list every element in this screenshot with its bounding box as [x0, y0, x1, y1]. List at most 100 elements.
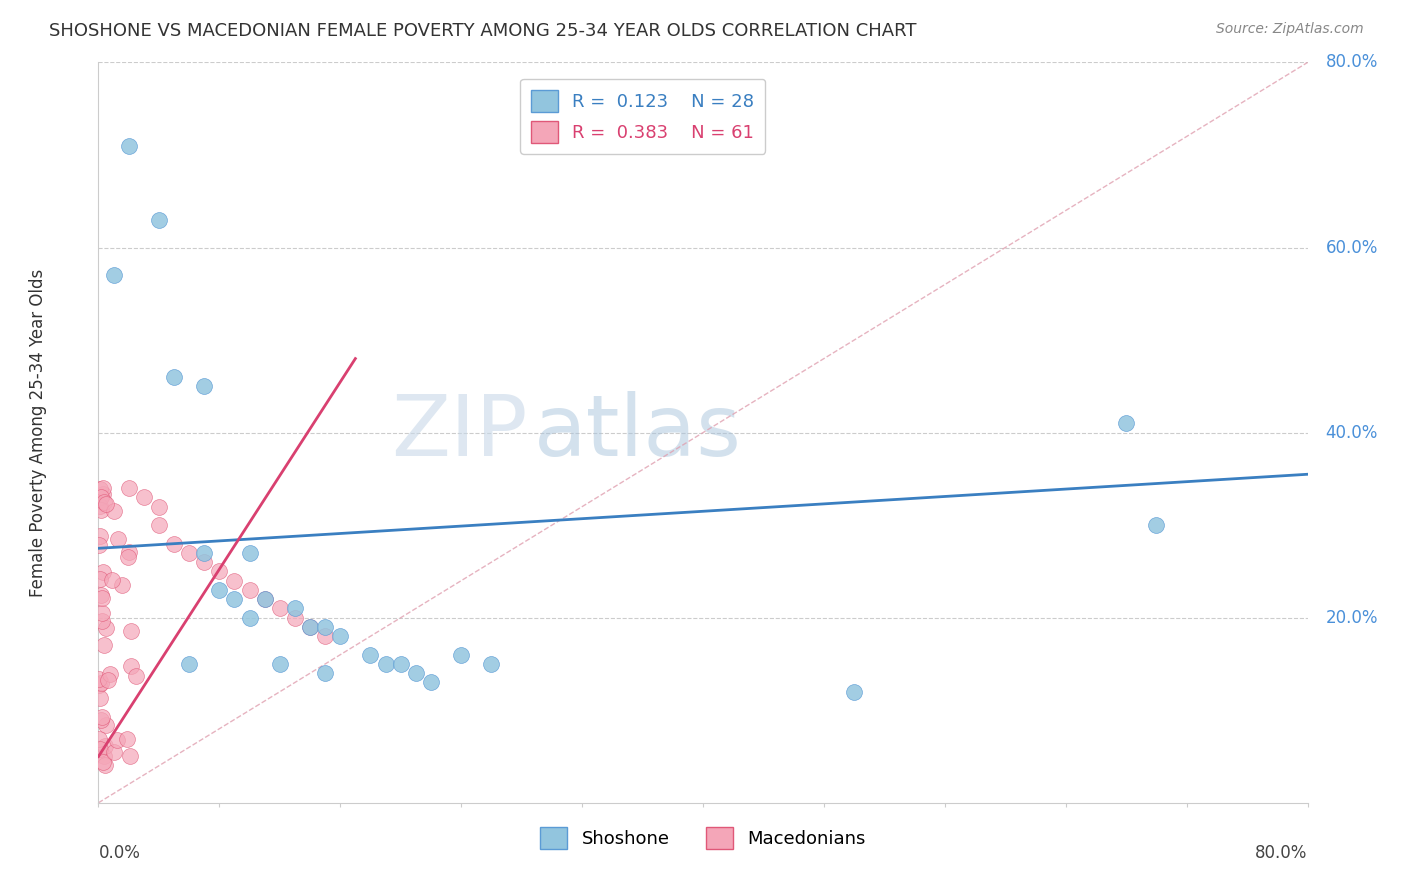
- Text: 60.0%: 60.0%: [1326, 238, 1378, 257]
- Point: [253, 592, 276, 607]
- Point: [193, 546, 215, 560]
- Point: [208, 582, 231, 597]
- Point: [117, 731, 139, 746]
- Point: [111, 577, 134, 591]
- Point: [89, 539, 111, 553]
- Point: [89, 482, 111, 496]
- Text: atlas: atlas: [534, 391, 742, 475]
- Point: [90, 714, 112, 728]
- Point: [374, 657, 396, 671]
- Point: [1115, 417, 1137, 431]
- Point: [389, 657, 412, 671]
- Point: [284, 601, 307, 615]
- Point: [89, 572, 111, 586]
- Point: [91, 755, 114, 769]
- Point: [299, 620, 322, 634]
- Point: [193, 555, 215, 569]
- Point: [94, 717, 117, 731]
- Point: [120, 748, 142, 763]
- Point: [208, 565, 231, 579]
- Point: [120, 658, 142, 673]
- Point: [118, 481, 141, 495]
- Point: [163, 370, 186, 384]
- Point: [125, 669, 148, 683]
- Point: [103, 268, 125, 283]
- Text: Female Poverty Among 25-34 Year Olds: Female Poverty Among 25-34 Year Olds: [30, 268, 46, 597]
- Point: [405, 666, 427, 681]
- Point: [91, 614, 114, 628]
- Text: 40.0%: 40.0%: [1326, 424, 1378, 442]
- Point: [105, 732, 128, 747]
- Point: [94, 621, 117, 635]
- Point: [90, 675, 112, 690]
- Point: [450, 648, 472, 662]
- Point: [360, 648, 382, 662]
- Point: [132, 491, 155, 505]
- Point: [163, 536, 186, 550]
- Point: [224, 574, 246, 588]
- Text: 80.0%: 80.0%: [1326, 54, 1378, 71]
- Point: [224, 592, 246, 607]
- Point: [420, 675, 443, 690]
- Point: [93, 757, 115, 772]
- Point: [89, 528, 111, 542]
- Point: [94, 739, 117, 753]
- Point: [179, 546, 201, 560]
- Point: [120, 624, 142, 638]
- Point: [148, 500, 170, 514]
- Point: [87, 678, 110, 692]
- Point: [239, 546, 262, 560]
- Point: [98, 667, 121, 681]
- Point: [91, 481, 114, 495]
- Point: [239, 582, 262, 597]
- Point: [90, 503, 112, 517]
- Point: [844, 685, 866, 699]
- Text: ZIP: ZIP: [391, 391, 527, 475]
- Point: [481, 657, 503, 671]
- Point: [89, 499, 111, 513]
- Point: [89, 741, 111, 756]
- Point: [314, 620, 336, 634]
- Point: [118, 138, 141, 153]
- Point: [91, 487, 114, 501]
- Text: SHOSHONE VS MACEDONIAN FEMALE POVERTY AMONG 25-34 YEAR OLDS CORRELATION CHART: SHOSHONE VS MACEDONIAN FEMALE POVERTY AM…: [49, 22, 917, 40]
- Point: [299, 620, 322, 634]
- Point: [107, 533, 129, 547]
- Point: [93, 638, 115, 652]
- Text: 80.0%: 80.0%: [1256, 844, 1308, 862]
- Point: [94, 497, 117, 511]
- Point: [87, 672, 110, 686]
- Point: [91, 566, 114, 580]
- Legend: Shoshone, Macedonians: Shoshone, Macedonians: [533, 821, 873, 856]
- Point: [118, 545, 141, 559]
- Point: [1144, 518, 1167, 533]
- Point: [93, 495, 115, 509]
- Point: [103, 746, 125, 760]
- Point: [148, 212, 170, 227]
- Point: [269, 601, 291, 615]
- Point: [97, 673, 120, 687]
- Point: [239, 610, 262, 624]
- Point: [103, 504, 125, 518]
- Point: [193, 379, 215, 393]
- Point: [90, 591, 112, 605]
- Point: [253, 592, 276, 607]
- Text: 20.0%: 20.0%: [1326, 608, 1378, 627]
- Point: [314, 629, 336, 643]
- Point: [314, 666, 336, 681]
- Point: [90, 588, 112, 602]
- Point: [179, 657, 201, 671]
- Point: [90, 490, 112, 504]
- Point: [269, 657, 291, 671]
- Point: [91, 710, 114, 724]
- Point: [101, 574, 124, 588]
- Point: [87, 731, 110, 746]
- Text: Source: ZipAtlas.com: Source: ZipAtlas.com: [1216, 22, 1364, 37]
- Point: [90, 606, 112, 620]
- Text: 0.0%: 0.0%: [98, 844, 141, 862]
- Point: [93, 748, 115, 763]
- Point: [284, 610, 307, 624]
- Point: [148, 518, 170, 533]
- Point: [329, 629, 352, 643]
- Point: [117, 550, 139, 565]
